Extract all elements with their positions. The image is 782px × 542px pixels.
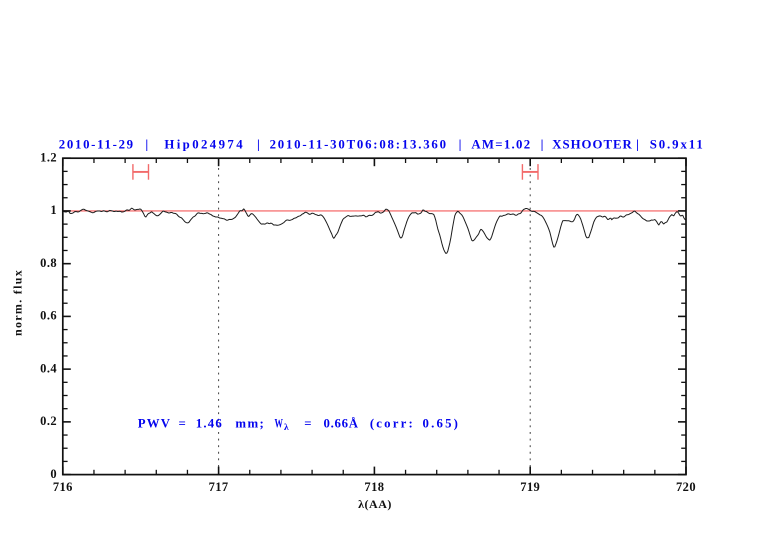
svg-text:717: 717 [209, 480, 229, 494]
svg-text:0.2: 0.2 [40, 414, 57, 428]
svg-text:720: 720 [676, 480, 696, 494]
svg-text:719: 719 [520, 480, 540, 494]
svg-text:norm. flux: norm. flux [11, 269, 25, 336]
svg-text:1: 1 [50, 203, 57, 217]
svg-text:1.2: 1.2 [40, 150, 57, 164]
svg-text:716: 716 [53, 480, 73, 494]
svg-text:0.4: 0.4 [40, 361, 57, 375]
svg-text:718: 718 [364, 480, 384, 494]
svg-text:0.6: 0.6 [40, 309, 57, 323]
svg-text:2010-11-29|Hip024974|2010-11-3: 2010-11-29 | Hip024974 | 2010-11-30T06:08:13… [59, 137, 705, 151]
svg-text:λ(AA): λ(AA) [358, 497, 392, 511]
svg-text:0.8: 0.8 [40, 256, 57, 270]
svg-text:0: 0 [50, 467, 57, 481]
